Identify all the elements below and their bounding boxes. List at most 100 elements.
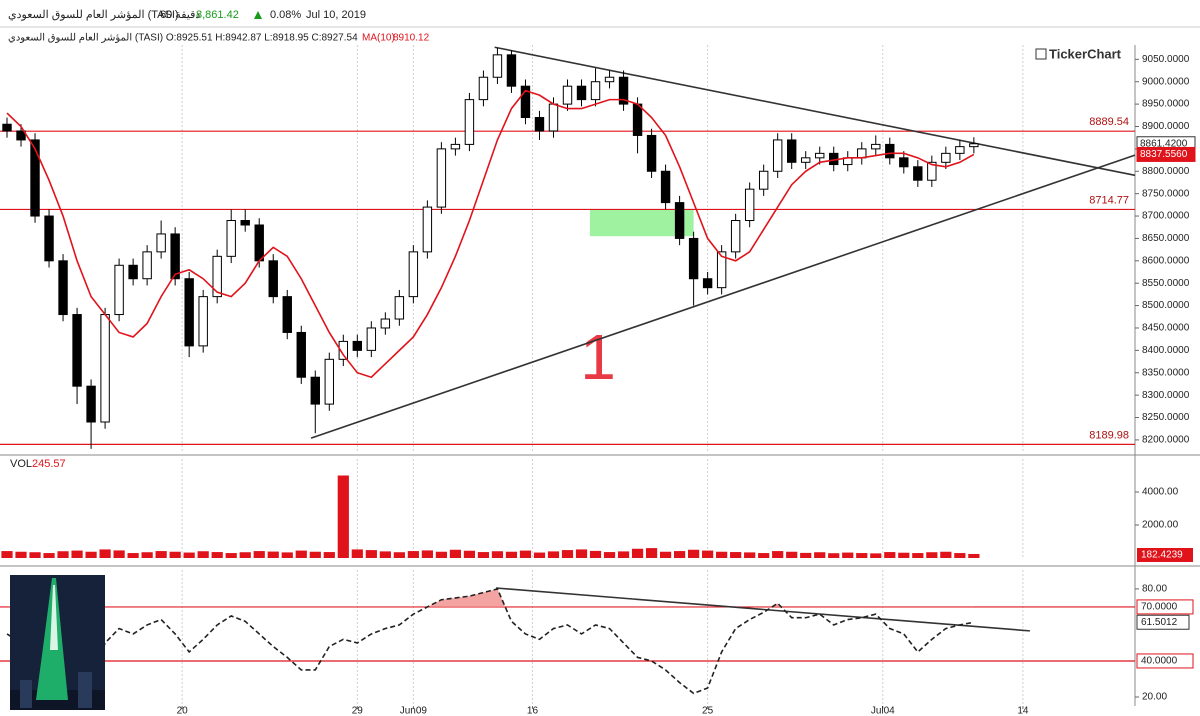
candle-body: [674, 202, 685, 239]
candle-body: [198, 296, 208, 347]
candle-body: [58, 260, 68, 316]
volume-bar: [659, 551, 672, 558]
level-label: 8889.54: [1089, 116, 1129, 128]
x-tick-label: Jun09: [400, 706, 428, 716]
candle-body: [254, 224, 264, 262]
volume-bar: [15, 551, 27, 558]
candle-body: [72, 314, 82, 387]
y-tick-label: 20.00: [1142, 692, 1167, 703]
volume-bar: [884, 552, 896, 558]
candle-body: [478, 76, 489, 101]
volume-bar: [421, 550, 433, 558]
volume-bar: [772, 551, 784, 558]
volume-bar: [688, 549, 700, 558]
volume-title: VOL: [10, 458, 32, 470]
y-tick-label: 8600.0000: [1142, 255, 1190, 266]
volume-bar: [183, 552, 195, 558]
volume-box-label: 182.4239: [1141, 550, 1183, 561]
volume-bar: [533, 552, 546, 558]
price-box: [1136, 146, 1196, 162]
candle-body: [422, 206, 433, 253]
volume-bar: [393, 552, 405, 558]
candle-body: [142, 251, 152, 280]
volume-bar: [309, 551, 321, 558]
candle-body: [282, 296, 292, 333]
volume-bar: [379, 551, 391, 558]
candle-body: [646, 134, 657, 172]
y-tick-label: 8450.0000: [1142, 323, 1190, 334]
candle-body: [30, 139, 40, 217]
level-label: 8714.77: [1089, 194, 1129, 206]
volume-bar: [673, 551, 686, 558]
date: Jul 10, 2019: [306, 9, 366, 21]
candle-body: [268, 260, 278, 298]
volume-bar: [505, 551, 518, 558]
x-tick-label: 29: [352, 706, 364, 716]
volume-bar: [351, 549, 363, 558]
x-tick-label: 14: [1017, 706, 1029, 716]
volume-bar: [744, 552, 756, 558]
volume-bar: [99, 549, 111, 558]
volume-bar: [463, 550, 476, 558]
volume-bar: [239, 552, 251, 558]
candle-body: [660, 170, 671, 204]
candle-body: [801, 157, 811, 163]
level-label: 70.0000: [1141, 602, 1178, 613]
volume-bar: [547, 551, 560, 558]
x-tick-label: 25: [702, 706, 714, 716]
volume-bar: [828, 553, 840, 558]
candle-body: [758, 170, 769, 190]
candle-body: [184, 278, 194, 347]
candle-body: [688, 237, 699, 280]
volume-bar: [85, 551, 97, 558]
interval: 60 دقيقة: [160, 9, 200, 21]
candle-body: [534, 117, 545, 132]
volume-bar: [295, 550, 307, 558]
y-tick-label: 8500.0000: [1142, 300, 1190, 311]
volume-bar: [71, 550, 83, 558]
y-tick-label: 8700.0000: [1142, 211, 1190, 222]
y-tick-label: 4000.00: [1142, 487, 1179, 498]
candle-body: [857, 148, 867, 159]
trendline: [495, 587, 1030, 632]
candle-body: [520, 85, 531, 119]
candle-body: [576, 85, 587, 101]
candle-body: [170, 233, 180, 280]
candle-body: [492, 54, 503, 78]
volume-bar: [127, 553, 139, 558]
x-tick-label: 16: [527, 706, 539, 716]
trendline: [310, 154, 1136, 439]
candle-body: [815, 152, 825, 159]
overbought-fill: [7, 588, 974, 607]
candle-body: [955, 146, 965, 154]
volume-box: [1137, 547, 1193, 562]
volume-bar: [856, 553, 868, 558]
inset-photo: [10, 575, 105, 710]
legend-text: المؤشر العام للسوق السعودي (TASI) O:8925…: [8, 33, 358, 44]
volume-bar: [225, 553, 237, 558]
volume-bar: [603, 552, 616, 558]
instrument-name: المؤشر العام للسوق السعودي (TASI): [8, 9, 179, 21]
candle-body: [128, 264, 138, 280]
photo-shape: [78, 672, 92, 708]
level-box: [1136, 599, 1194, 615]
volume-bar: [912, 553, 924, 558]
y-tick-label: 80.00: [1142, 584, 1167, 595]
candle-body: [548, 103, 559, 132]
last-value-label: 61.5012: [1141, 617, 1178, 628]
candle-body: [86, 385, 96, 423]
candle-body: [338, 340, 349, 360]
y-tick-label: 8650.0000: [1142, 233, 1190, 244]
candle-body: [786, 139, 797, 163]
volume-bar: [155, 551, 167, 558]
candle-body: [885, 143, 895, 159]
volume-bar: [954, 553, 966, 558]
candle-body: [380, 318, 391, 329]
candle-body: [296, 331, 306, 378]
candle-body: [16, 130, 26, 141]
candle-body: [324, 358, 334, 405]
x-tick-label: Jul04: [871, 706, 895, 716]
up-icon: [254, 11, 262, 19]
candle-body: [2, 123, 12, 132]
